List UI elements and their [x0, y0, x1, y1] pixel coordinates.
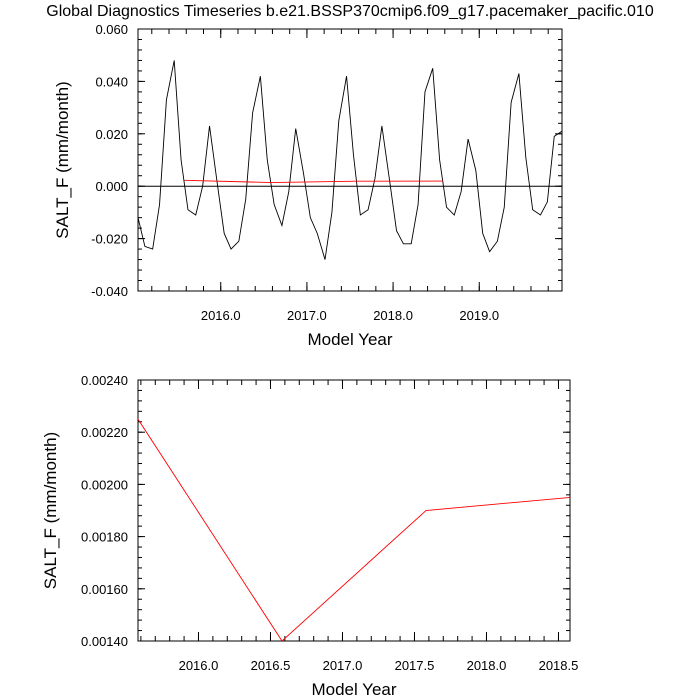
x-tick-label: 2018.0 [373, 308, 413, 323]
chart-panel-2: 0.00140 0.00160 0.00180 0.00200 0.00220 0.002… [41, 373, 578, 699]
x-tick-label: 2018.0 [467, 658, 507, 673]
page-title: Global Diagnostics Timeseries b.e21.BSSP… [46, 3, 654, 20]
y-tick-label: 0.060 [95, 22, 128, 37]
x-axis-label: Model Year [311, 680, 396, 699]
x-tick-label: 2016.5 [251, 658, 291, 673]
x-tick-label: 2017.5 [395, 658, 435, 673]
x-tick-label: 2016.0 [201, 308, 241, 323]
y-tick-label: 0.040 [95, 74, 128, 89]
x-tick-label: 2017.0 [287, 308, 327, 323]
series-line-2 [184, 179, 444, 183]
x-tick-label: 2018.5 [539, 658, 579, 673]
x-tick-label: 2019.0 [459, 308, 499, 323]
series-line-1 [138, 60, 562, 260]
y-axis-label: SALT_F (mm/month) [53, 81, 72, 238]
y-tick-label: 0.00160 [81, 582, 128, 597]
plot-frame [137, 28, 563, 292]
series-group [138, 60, 562, 260]
x-tick-label: 2016.0 [179, 658, 219, 673]
y-tick-label: 0.00180 [81, 530, 128, 545]
y-tick-label: 0.020 [95, 127, 128, 142]
y-tick-label: 0.00200 [81, 477, 128, 492]
x-axis-label: Model Year [307, 330, 392, 349]
y-tick-label: -0.040 [91, 284, 128, 299]
chart-panel-1: -0.040 -0.020 0.000 0.020 0.040 0.060 2016.0 20… [53, 22, 563, 349]
y-tick-label: 0.00140 [81, 634, 128, 649]
series-group [138, 418, 570, 641]
plot-frame [137, 379, 571, 642]
y-tick-label: 0.000 [95, 179, 128, 194]
series-line-1 [138, 418, 570, 641]
y-tick-label: 0.00240 [81, 373, 128, 388]
y-tick-label: -0.020 [91, 232, 128, 247]
x-tick-label: 2017.0 [323, 658, 363, 673]
y-tick-label: 0.00220 [81, 425, 128, 440]
y-axis-label: SALT_F (mm/month) [41, 432, 60, 589]
